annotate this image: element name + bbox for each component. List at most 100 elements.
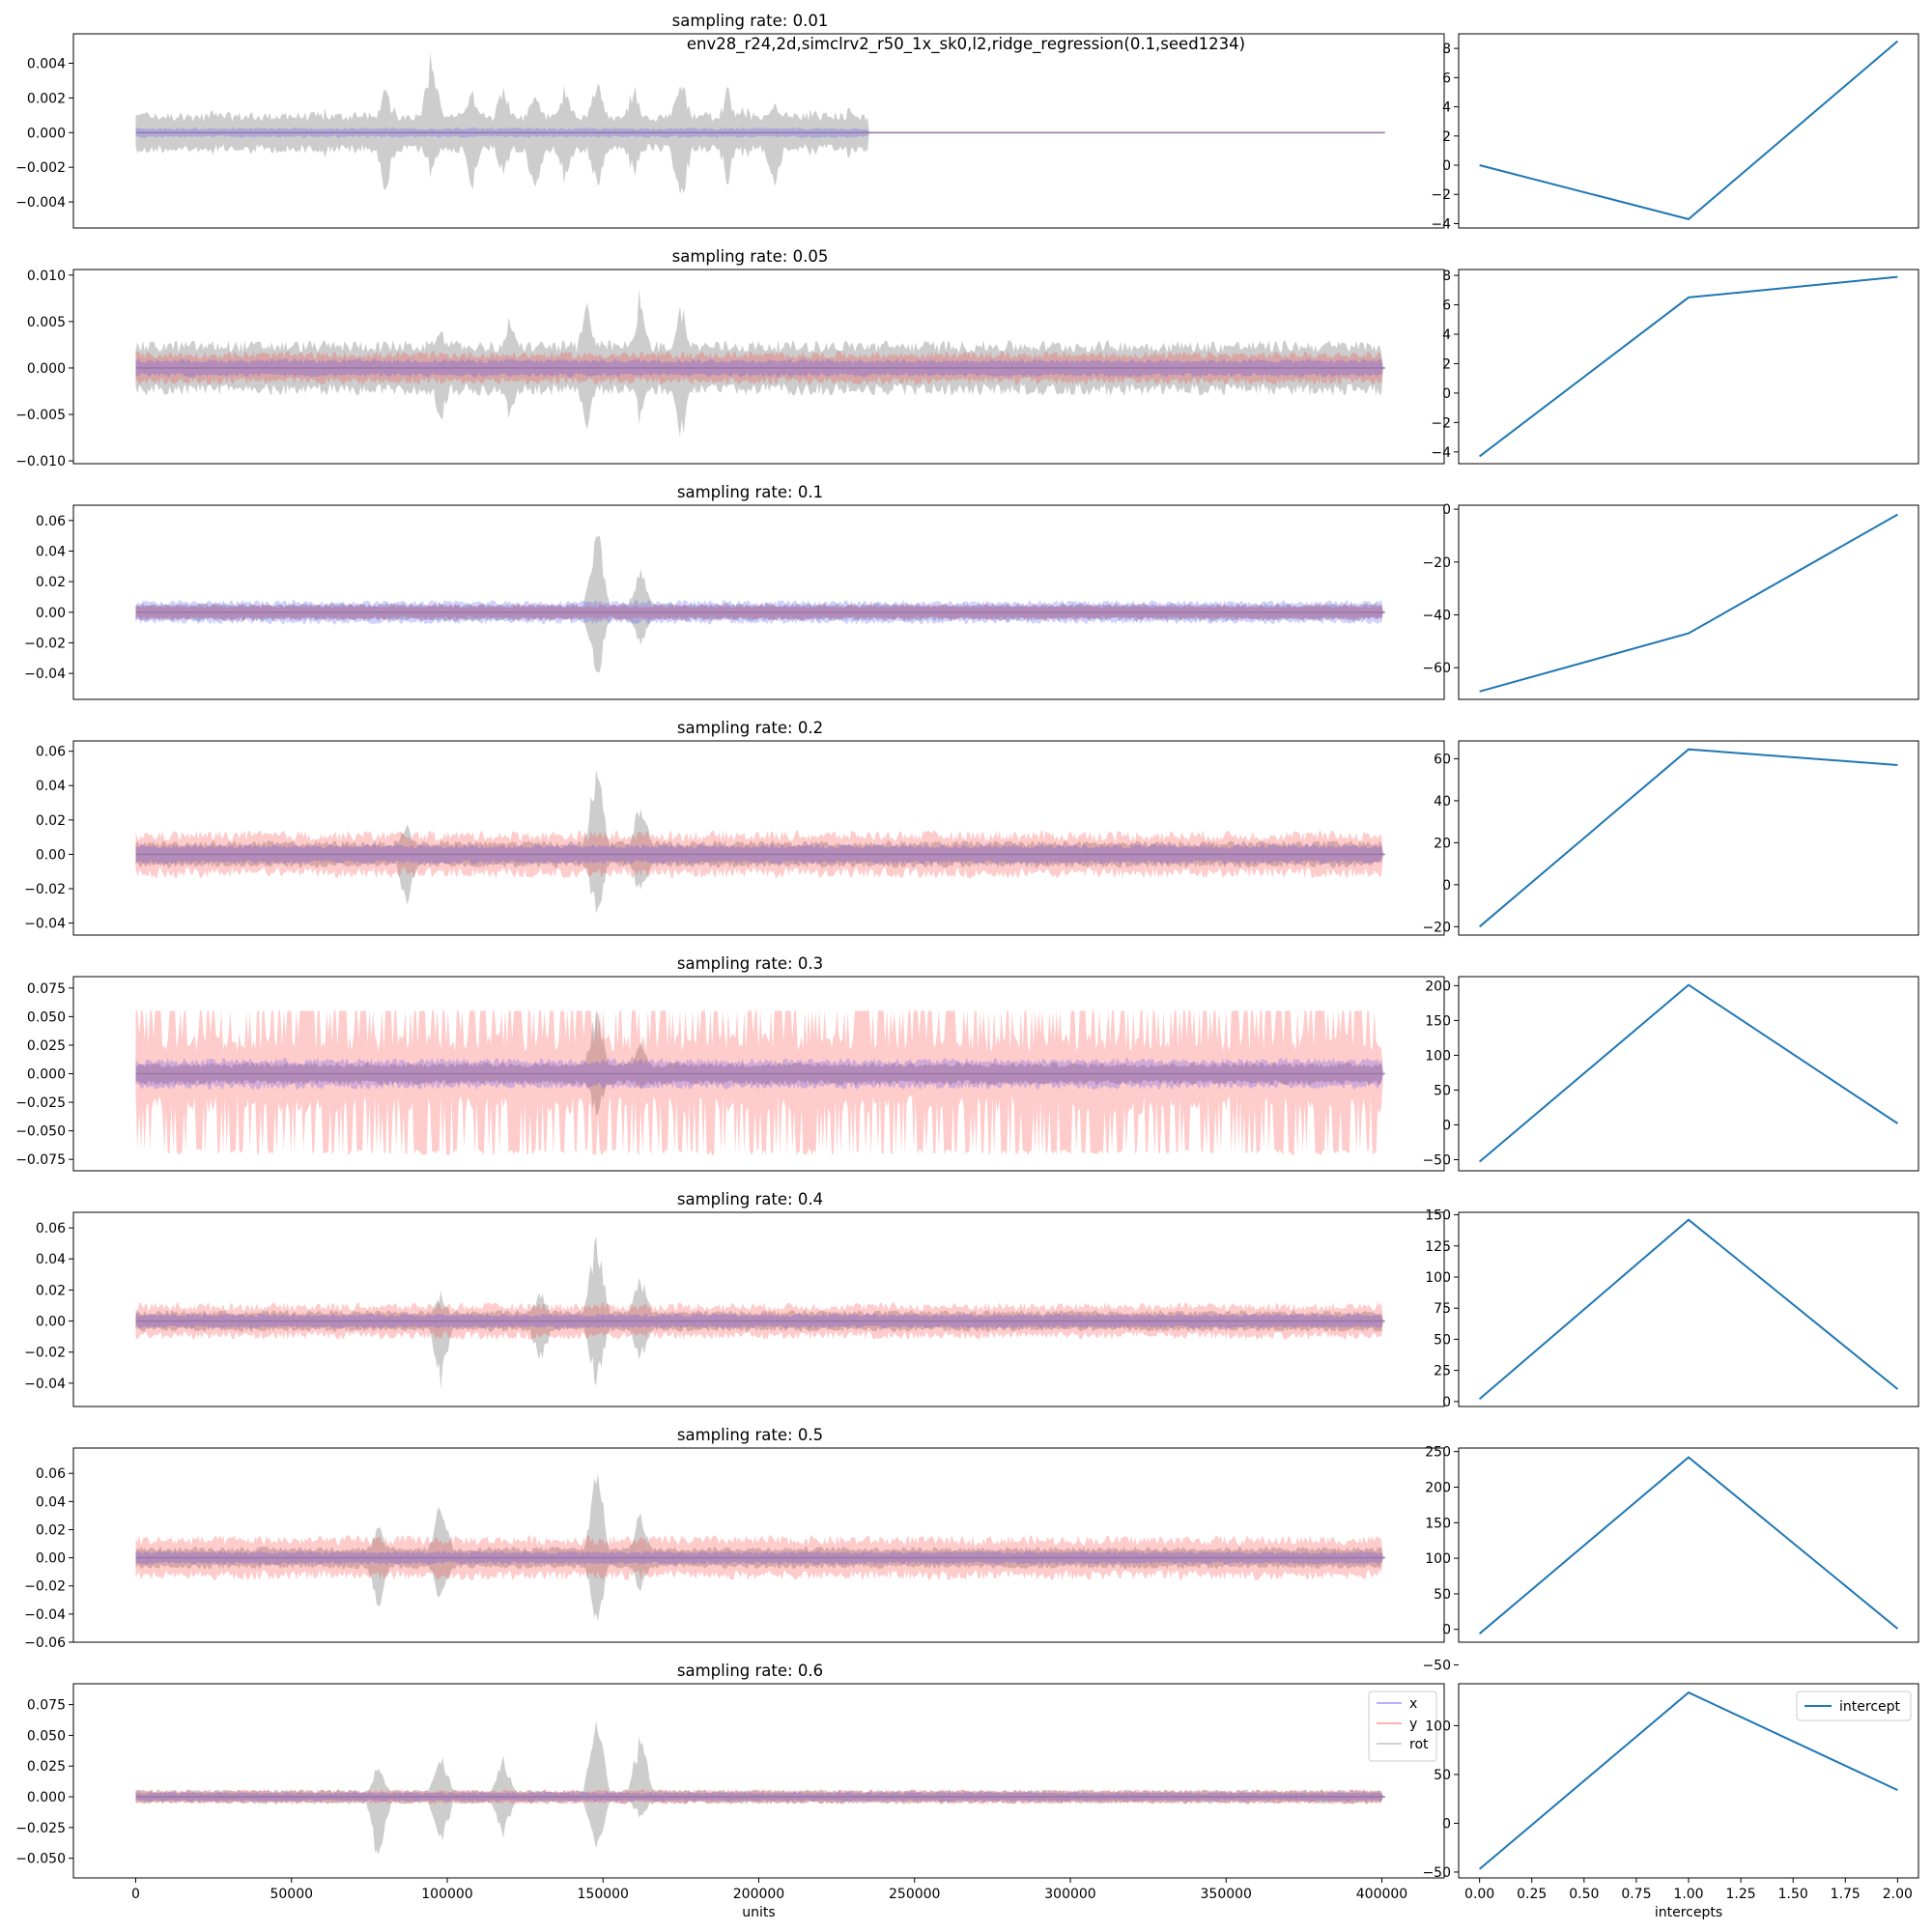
intercept-line-2 xyxy=(1479,513,1898,693)
panel-title: sampling rate: 0.6 xyxy=(677,1662,823,1680)
y-tick-label: 0.010 xyxy=(27,269,66,284)
signal-panel-1 xyxy=(135,288,1385,438)
intercept-axes-frame xyxy=(1458,504,1919,700)
y-tick-label: 100 xyxy=(1425,1048,1451,1064)
x-tick-label: 400000 xyxy=(1356,1887,1407,1902)
signal-axes-frame xyxy=(72,269,1445,465)
y-tick-label: 200 xyxy=(1425,1480,1451,1495)
y-tick-label: −0.02 xyxy=(24,636,66,651)
x-tick-label: 0 xyxy=(131,1887,140,1902)
x-tick-label: 1.75 xyxy=(1831,1887,1861,1902)
y-tick-label: 0 xyxy=(1442,1395,1451,1410)
x-tick-label: 2.00 xyxy=(1883,1887,1913,1902)
y-tick-label: 0.00 xyxy=(36,847,66,863)
y-tick-label: 50 xyxy=(1434,1768,1451,1783)
signal-panel-6 xyxy=(135,1473,1385,1622)
y-tick-label: 2 xyxy=(1442,129,1451,145)
y-tick-label: 0 xyxy=(1442,1118,1451,1133)
x-tick-label: 150000 xyxy=(578,1887,629,1902)
y-tick-label: 200 xyxy=(1425,979,1451,994)
legend-label-y: y xyxy=(1409,1717,1417,1732)
signal-axes-frame xyxy=(72,1447,1445,1643)
y-tick-label: 0.00 xyxy=(36,1315,66,1330)
intercept-axes-frame xyxy=(1458,269,1919,465)
panel-plot-area xyxy=(135,1010,1385,1155)
x-tick-label: 350000 xyxy=(1201,1887,1252,1902)
y-tick-label: −40 xyxy=(1422,608,1451,623)
y-tick-label: −0.02 xyxy=(24,882,66,897)
y-tick-label: 0 xyxy=(1442,502,1451,518)
y-tick-label: 0 xyxy=(1442,158,1451,174)
y-tick-label: −0.02 xyxy=(24,1579,66,1595)
y-tick-label: −0.04 xyxy=(24,917,66,932)
x-tick-label: 0.00 xyxy=(1464,1887,1494,1902)
y-tick-label: 0.02 xyxy=(36,575,66,590)
y-tick-label: 100 xyxy=(1425,1719,1451,1734)
y-tick-label: 0.06 xyxy=(36,1221,66,1236)
panel-plot-area xyxy=(135,1720,1385,1855)
y-tick-label: −0.050 xyxy=(15,1852,66,1867)
signal-axes-frame xyxy=(72,33,1445,229)
y-tick-label: −0.010 xyxy=(15,454,66,469)
y-tick-label: 0.00 xyxy=(36,1551,66,1567)
y-tick-label: 0.06 xyxy=(36,745,66,760)
y-tick-label: 0.000 xyxy=(27,361,66,377)
y-tick-label: −0.025 xyxy=(15,1821,66,1836)
x-tick-label: 100000 xyxy=(421,1887,472,1902)
legend-label-rot: rot xyxy=(1409,1737,1429,1752)
y-tick-label: 100 xyxy=(1425,1270,1451,1286)
panel-plot-area xyxy=(135,535,1385,673)
legend-box xyxy=(1796,1690,1912,1721)
y-tick-label: −2 xyxy=(1431,187,1451,203)
series-rot-band xyxy=(135,1720,1385,1855)
y-tick-label: −0.002 xyxy=(15,160,66,176)
legend-label-x: x xyxy=(1409,1696,1417,1712)
y-tick-label: −50 xyxy=(1422,1659,1451,1674)
y-tick-label: 6 xyxy=(1442,71,1451,86)
y-tick-label: −20 xyxy=(1422,555,1451,571)
panel-title: sampling rate: 0.2 xyxy=(677,719,823,737)
intercept-line-6 xyxy=(1478,1456,1899,1634)
y-tick-label: −0.005 xyxy=(15,408,66,423)
series-rot-band xyxy=(135,1473,1385,1622)
y-tick-label: −0.025 xyxy=(15,1095,66,1111)
y-tick-label: 40 xyxy=(1434,794,1451,810)
panel-plot-area xyxy=(135,50,1385,195)
panel-title: sampling rate: 0.3 xyxy=(677,954,823,973)
y-tick-label: 8 xyxy=(1442,269,1451,284)
y-tick-label: −4 xyxy=(1431,445,1451,461)
y-tick-label: 0.025 xyxy=(27,1038,66,1054)
y-tick-label: 4 xyxy=(1442,327,1451,343)
x-axis-label: intercepts xyxy=(1655,1905,1722,1920)
panel-plot-area xyxy=(135,288,1385,438)
panel-title: sampling rate: 0.4 xyxy=(677,1190,823,1208)
signal-panel-2 xyxy=(135,535,1385,673)
y-tick-label: −0.06 xyxy=(24,1635,66,1651)
signal-axes-frame xyxy=(72,740,1445,936)
y-tick-label: −2 xyxy=(1431,415,1451,431)
y-tick-label: 0.00 xyxy=(36,606,66,621)
y-tick-label: 4 xyxy=(1442,100,1451,116)
y-tick-label: 2 xyxy=(1442,356,1451,372)
y-tick-label: 0.000 xyxy=(27,1790,66,1805)
y-tick-label: 0.04 xyxy=(36,1494,66,1510)
y-tick-label: 0.02 xyxy=(36,813,66,829)
y-tick-label: 0.025 xyxy=(27,1759,66,1775)
y-tick-label: −0.075 xyxy=(15,1152,66,1168)
intercept-line-4 xyxy=(1478,983,1898,1163)
intercept-line-5 xyxy=(1478,1218,1899,1401)
y-tick-label: −50 xyxy=(1422,1865,1451,1881)
y-tick-label: −50 xyxy=(1422,1152,1451,1168)
y-tick-label: −60 xyxy=(1422,661,1451,676)
y-tick-label: 20 xyxy=(1434,836,1451,851)
y-tick-label: −0.050 xyxy=(15,1124,66,1140)
panel-title: sampling rate: 0.5 xyxy=(677,1426,823,1444)
panel-plot-area xyxy=(135,1236,1385,1390)
y-tick-label: 60 xyxy=(1434,752,1451,767)
y-tick-label: 0.050 xyxy=(27,1728,66,1744)
y-tick-label: 150 xyxy=(1425,1516,1451,1531)
y-tick-label: −0.04 xyxy=(24,667,66,682)
signal-panel-4 xyxy=(135,1010,1385,1155)
panel-title: sampling rate: 0.05 xyxy=(672,247,829,266)
intercept-line-1 xyxy=(1478,275,1898,458)
